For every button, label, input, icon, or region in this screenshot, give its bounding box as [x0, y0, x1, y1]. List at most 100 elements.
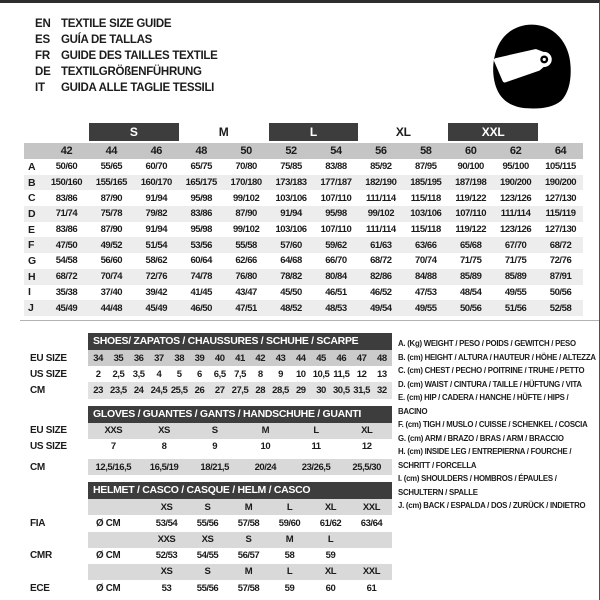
- cell-value: 54/55: [196, 550, 219, 562]
- cell-value: 57/58: [237, 517, 260, 529]
- size-value: 83/86: [55, 192, 78, 204]
- size-value: 84/88: [415, 271, 437, 283]
- cell-value: 3,5: [132, 368, 145, 380]
- cell-value: 32: [377, 384, 387, 396]
- cell-value: 27: [214, 384, 225, 396]
- size-value: 55/65: [100, 161, 123, 173]
- measure-letter: E: [28, 223, 36, 236]
- cell-value: L: [286, 501, 293, 513]
- row-cells: 2 2,5 3,5 4 5 6 6,5 7,5 8 9 10 10,5 11,5 12 13: [88, 366, 392, 382]
- cell-value: 42: [255, 352, 266, 364]
- cell-value: 40: [214, 352, 225, 364]
- cell-value: 44: [295, 352, 306, 364]
- size-value: 91/94: [145, 192, 168, 204]
- size-value: 71/75: [504, 255, 527, 267]
- size-table-row: E 83/86 87/90 91/94 95/98 99/102 103/106 107/11…: [24, 222, 583, 238]
- helmet-table-row: XS S M L XL XXL: [30, 563, 392, 581]
- size-value: 65/75: [190, 161, 212, 173]
- measure-letter: G: [28, 254, 37, 267]
- size-value: 99/102: [232, 224, 260, 236]
- row-label: EU SIZE: [30, 352, 67, 364]
- size-value: 83/86: [190, 208, 212, 220]
- size-value: 103/106: [410, 208, 442, 220]
- size-value: 105/115: [545, 161, 576, 173]
- shoes-table-row: EU SIZE 34 35 36 37 38 39 40 41 42 43 44 45 46 47 48: [30, 350, 392, 367]
- gloves-table-row: EU SIZE XXS XS S M L XL: [30, 422, 392, 439]
- shoes-table-row: US SIZE 2 2,5 3,5 4 5 6 6,5 7,5 8 9 10 10,5 11,5 12 13: [30, 366, 392, 382]
- size-value: 80/84: [325, 271, 347, 283]
- cell-value: 59: [284, 582, 295, 594]
- helmet-table-row: XS S M L XL XXL: [30, 499, 392, 516]
- size-group-spacer: [538, 123, 583, 141]
- section-divider: [20, 320, 599, 321]
- size-value: 53/56: [190, 239, 212, 251]
- size-value: 90/100: [457, 161, 485, 173]
- size-value: 70/74: [100, 271, 123, 283]
- cell-value: 53/54: [155, 517, 178, 529]
- size-value: 61/63: [370, 239, 392, 251]
- diameter-cm-label: Ø CM: [96, 582, 121, 594]
- language-row: EN TEXTILE SIZE GUIDE: [35, 16, 218, 32]
- cell-value: 12,5/16,5: [95, 461, 132, 473]
- cell-value: 11: [311, 441, 321, 453]
- cell-value: XL: [324, 501, 337, 513]
- cell-value: 12: [361, 441, 372, 453]
- size-value: 87/90: [100, 192, 123, 204]
- language-row: DE TEXTILGRÖßENFÜHRUNG: [35, 64, 218, 80]
- size-value: 111/114: [366, 192, 396, 204]
- size-column-header: 42: [60, 145, 73, 157]
- size-value: 68/72: [55, 271, 78, 283]
- size-value: 99/102: [232, 192, 260, 204]
- size-value: 70/80: [235, 161, 257, 173]
- size-value: 70/74: [415, 255, 437, 267]
- legend-item: H. (cm) INSIDE LEG / ENTREPIERNA / FOURC…: [398, 447, 572, 470]
- cell-value: 56/57: [237, 550, 260, 562]
- size-value: 111/114: [366, 224, 396, 236]
- legend-item: B. (cm) HEIGHT / ALTURA / HAUTEUR / HÖHE…: [398, 352, 596, 362]
- legend-item: J. (cm) BACK / ESPALDA / DOS / ZURÜCK / …: [398, 501, 586, 510]
- cell-value: XS: [201, 534, 214, 546]
- language-code: EN: [35, 18, 51, 30]
- row-label: CMR: [30, 550, 52, 562]
- cell-value: L: [286, 566, 293, 578]
- cell-value: 25,5: [170, 384, 188, 396]
- helmet-size-table: HELMET / CASCO / CASQUE / HELM / CASCO XS…: [30, 482, 392, 596]
- measure-letter: F: [28, 239, 35, 252]
- language-code: DE: [35, 66, 51, 78]
- size-value: 91/94: [280, 208, 302, 220]
- size-value: 182/190: [365, 177, 397, 189]
- size-value: 45/49: [145, 302, 168, 314]
- cell-value: 28,5: [272, 384, 289, 396]
- size-value: 123/126: [500, 224, 532, 236]
- measure-letter: I: [28, 286, 31, 299]
- measure-letter: C: [28, 192, 36, 205]
- size-value: 48/52: [280, 302, 302, 314]
- cell-value: 30,5: [332, 384, 350, 396]
- size-value: 95/98: [190, 224, 212, 236]
- cell-value: S: [204, 566, 211, 578]
- shoes-table-header-row: SHOES/ ZAPATOS / CHAUSSURES / SCHUHE / S…: [30, 333, 392, 350]
- measure-letter: J: [28, 302, 34, 315]
- size-value: 190/200: [500, 177, 532, 189]
- cell-value: 6: [197, 368, 202, 380]
- size-value: 43/47: [235, 286, 257, 298]
- textile-size-table: S M L XL XXL 42 44 46 48 50 52 54 56 58 60 62 64 A 50/60 55…: [24, 123, 583, 316]
- cell-value: 9: [278, 368, 283, 380]
- size-value: 54/58: [55, 255, 78, 267]
- size-value: 60/70: [145, 161, 168, 173]
- size-value: 103/106: [275, 224, 307, 236]
- language-title: TEXTILGRÖßENFÜHRUNG: [61, 66, 202, 78]
- size-value: 46/51: [325, 286, 347, 298]
- size-value: 57/60: [280, 239, 302, 251]
- size-group-XXL: XXL: [448, 123, 539, 141]
- size-value: 39/42: [145, 286, 168, 298]
- size-table-row: H 68/72 70/74 72/76 74/78 76/80 78/82 80/84 82/8…: [24, 268, 583, 285]
- language-code: IT: [35, 82, 45, 94]
- size-column-header: 64: [554, 145, 567, 157]
- size-value: 177/187: [320, 177, 352, 189]
- language-row: FR GUIDE DES TAILLES TEXTILE: [35, 48, 218, 64]
- row-label: [30, 532, 88, 548]
- legend-item: A. (Kg) WEIGHT / PESO / POIDS / GEWITCH …: [398, 339, 576, 348]
- cell-value: 46: [336, 352, 347, 364]
- accessory-size-tables: SHOES/ ZAPATOS / CHAUSSURES / SCHUHE / S…: [30, 333, 392, 600]
